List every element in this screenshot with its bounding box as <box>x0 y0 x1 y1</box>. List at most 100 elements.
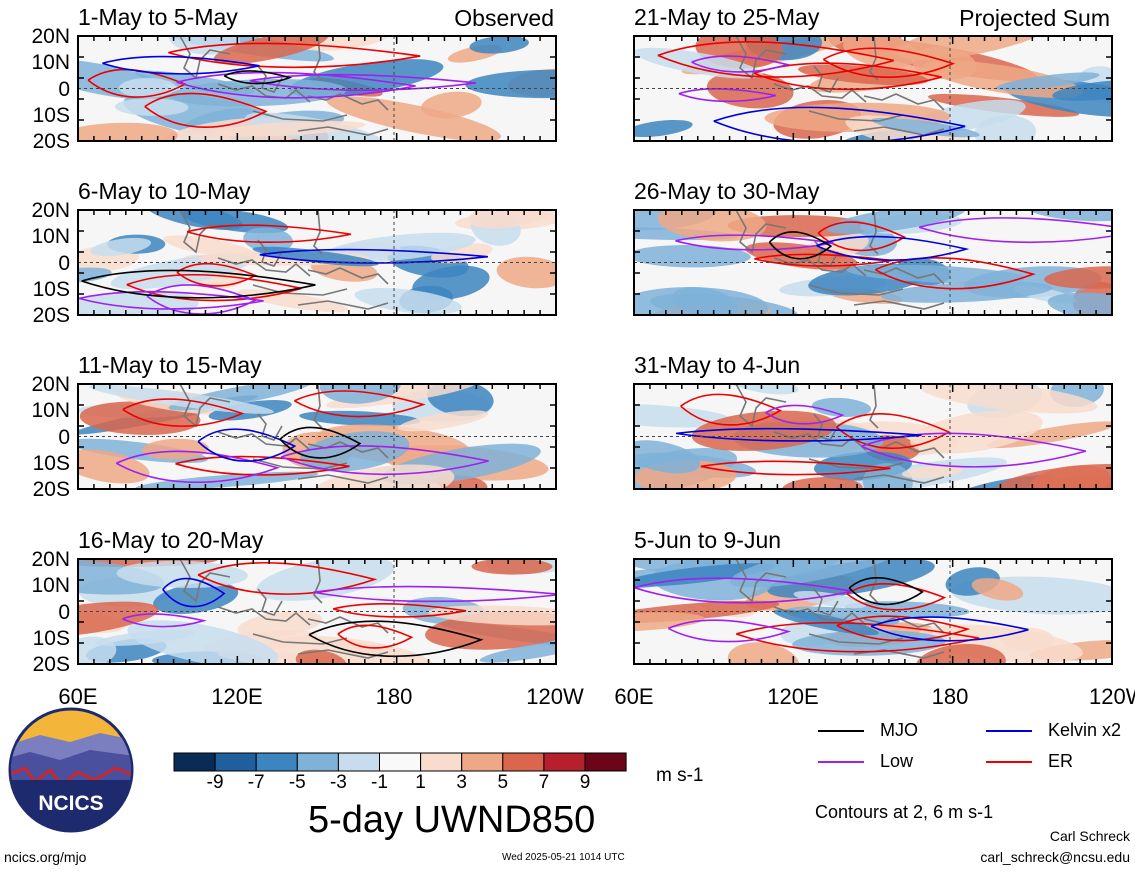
er-contour <box>186 224 352 243</box>
easterly-anomaly-area <box>243 227 294 253</box>
map-panel-8 <box>633 558 1113 665</box>
westerly-anomaly-area <box>496 256 556 289</box>
colorbar <box>173 752 627 772</box>
er-contour <box>700 460 891 476</box>
er-contour <box>657 41 894 78</box>
kelvin-contour <box>197 428 297 462</box>
latitude-label: 20S <box>32 304 70 327</box>
kelvin-contour <box>816 235 970 261</box>
panel-title: 1-May to 5-May <box>78 4 238 30</box>
westerly-anomaly-area <box>142 438 209 460</box>
colorbar-tick-label: -9 <box>206 772 224 793</box>
latitude-label: 10N <box>31 574 70 598</box>
easterly-anomaly-area <box>78 267 112 283</box>
colorbar-swatch <box>502 752 545 772</box>
latitude-label: 0 <box>58 425 70 449</box>
westerly-anomaly-area <box>727 642 800 664</box>
westerly-anomaly-area <box>237 289 349 313</box>
panel-title: 6-May to 10-May <box>78 178 251 204</box>
contour-legend <box>818 730 1032 763</box>
easterly-anomaly-area <box>784 606 900 627</box>
westerly-anomaly-area <box>1044 266 1112 289</box>
panel-title: 26-May to 30-May <box>634 178 820 204</box>
westerly-anomaly-area <box>971 578 1024 601</box>
author: Carl Schreck <box>1049 828 1130 844</box>
panel-title: 5-Jun to 9-Jun <box>634 527 782 553</box>
latitude-label: 0 <box>58 251 70 275</box>
map-panel-4 <box>77 558 557 665</box>
panel-ticks <box>633 209 1113 316</box>
panel-title: 21-May to 25-May <box>634 4 820 30</box>
kelvin-contour <box>162 577 226 608</box>
easterly-anomaly-area <box>78 290 199 315</box>
easterly-anomaly-area <box>729 559 902 588</box>
easterly-anomaly-area <box>299 410 421 426</box>
panel-ticks <box>633 558 1113 665</box>
easterly-anomaly-area <box>826 210 966 234</box>
easterly-anomaly-area <box>767 559 935 599</box>
westerly-anomaly-area <box>468 210 556 229</box>
kelvin-contour <box>675 427 922 442</box>
easterly-anomaly-area <box>995 72 1100 91</box>
panel-ticks <box>77 558 557 665</box>
legend-label: Low <box>880 751 914 771</box>
longitude-label: 180 <box>931 684 969 709</box>
map-panel-3 <box>77 383 557 490</box>
kelvin-contour <box>870 616 1029 642</box>
er-contour <box>332 603 467 618</box>
panel-title: 31-May to 4-Jun <box>634 352 801 378</box>
westerly-anomaly-area <box>910 410 1043 454</box>
latitude-label: 10N <box>31 51 70 75</box>
easterly-anomaly-area <box>181 210 289 234</box>
panel-ticks <box>77 383 557 490</box>
colorbar-tick-label: 1 <box>415 772 426 793</box>
easterly-anomaly-area <box>412 265 490 301</box>
easterly-anomaly-area <box>116 560 248 588</box>
easterly-anomaly-area <box>793 591 867 609</box>
latitude-label: 10S <box>32 451 70 475</box>
westerly-anomaly-area <box>78 122 178 141</box>
westerly-anomaly-area <box>901 465 964 479</box>
latitude-label: 10N <box>31 225 70 249</box>
main-title: 5-day UWND850 <box>308 799 596 841</box>
colorbar-tick-label: -3 <box>329 772 347 793</box>
westerly-anomaly-area <box>326 96 502 141</box>
colorbar-tick-label: 7 <box>538 772 550 793</box>
colorbar-swatch <box>543 752 586 772</box>
er-contour <box>144 92 268 128</box>
er-contour <box>293 390 426 418</box>
map-panel-6 <box>633 209 1113 316</box>
kelvin-contour <box>102 55 260 75</box>
colorbar-swatch <box>584 752 627 772</box>
longitude-label: 120W <box>1089 684 1135 709</box>
panel-tag: Projected Sum <box>959 5 1110 31</box>
latitude-label: 20S <box>32 130 70 153</box>
easterly-anomaly-area <box>256 559 395 601</box>
easterly-anomaly-area <box>634 244 751 268</box>
easterly-anomaly-area <box>469 36 529 54</box>
easterly-anomaly-area <box>811 397 872 417</box>
colorbar-swatch <box>173 752 216 772</box>
low-contour <box>667 619 792 643</box>
mjo-contour <box>81 269 316 299</box>
colorbar-swatch <box>379 752 422 772</box>
legend-label: Kelvin x2 <box>1048 720 1122 740</box>
westerly-anomaly-area <box>310 464 455 489</box>
mjo-contour <box>848 577 924 606</box>
westerly-anomaly-area <box>986 421 1112 449</box>
mjo-contour <box>308 620 484 658</box>
westerly-anomaly-area <box>995 463 1112 489</box>
ncics-logo: NCICS <box>8 707 134 833</box>
er-contour <box>122 398 245 427</box>
panel-tag: Observed <box>454 5 554 31</box>
legend-label: ER <box>1048 751 1074 771</box>
colorbar-swatch <box>214 752 257 772</box>
longitude-label: 120W <box>526 684 584 709</box>
low-contour <box>678 88 777 103</box>
coastline <box>735 36 945 136</box>
low-contour <box>122 613 207 628</box>
email: carl_schreck@ncsu.edu <box>980 849 1130 865</box>
er-contour <box>835 413 951 450</box>
